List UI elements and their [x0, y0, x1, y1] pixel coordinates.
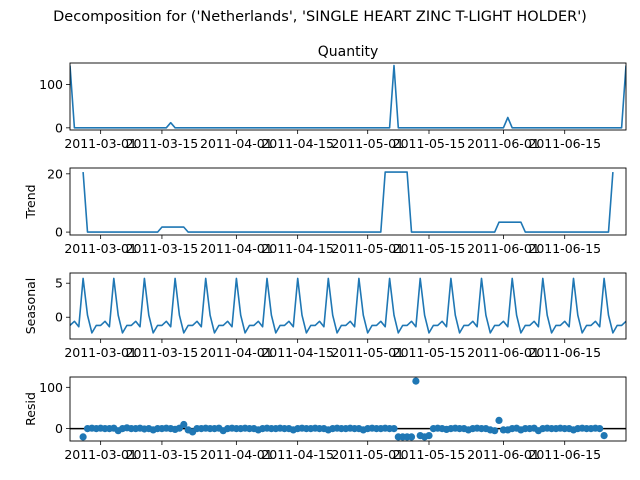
resid-point [79, 433, 87, 441]
x-tick-label: 2011-04-01 [200, 447, 273, 462]
panel-title: Quantity [318, 44, 379, 60]
x-tick-label: 2011-06-01 [467, 136, 540, 151]
x-tick-label: 2011-06-15 [528, 241, 601, 256]
y-tick-label: 20 [47, 166, 63, 181]
y-axis-label: Trend [23, 184, 38, 219]
resid-point [600, 432, 608, 440]
resid-point [495, 416, 503, 424]
x-tick-label: 2011-05-15 [393, 241, 466, 256]
resid-point [425, 432, 433, 440]
resid-point [390, 425, 398, 433]
x-tick-label: 2011-04-01 [200, 345, 273, 360]
x-tick-label: 2011-03-01 [64, 241, 137, 256]
x-tick-label: 2011-05-15 [393, 345, 466, 360]
axes-frame [69, 376, 627, 442]
x-tick-label: 2011-05-01 [331, 241, 404, 256]
y-tick-label: 0 [55, 225, 63, 240]
y-tick-label: 0 [55, 421, 63, 436]
axes-frame [69, 62, 627, 131]
x-tick-label: 2011-05-01 [331, 136, 404, 151]
plot-area [82, 171, 614, 233]
x-tick-label: 2011-04-01 [200, 136, 273, 151]
x-tick-label: 2011-03-15 [126, 447, 199, 462]
x-tick-label: 2011-03-15 [126, 345, 199, 360]
x-tick-label: 2011-04-15 [261, 345, 334, 360]
series-line [70, 64, 626, 129]
y-tick-label: 0 [55, 310, 63, 325]
x-tick-label: 2011-03-01 [64, 447, 137, 462]
y-axis-label: Resid [23, 392, 38, 426]
series-line [82, 171, 614, 233]
y-tick-label: 0 [55, 120, 63, 135]
y-tick-label: 5 [55, 276, 63, 291]
x-tick-label: 2011-05-15 [393, 136, 466, 151]
plot-area [70, 377, 626, 441]
x-tick-label: 2011-05-01 [331, 447, 404, 462]
y-tick-label: 100 [39, 77, 63, 92]
resid-point [491, 427, 499, 435]
x-tick-label: 2011-06-01 [467, 241, 540, 256]
axes-frame [69, 272, 627, 340]
resid-point [407, 433, 416, 441]
x-tick-label: 2011-04-15 [261, 136, 334, 151]
x-tick-label: 2011-06-01 [467, 447, 540, 462]
x-tick-label: 2011-03-01 [64, 136, 137, 151]
x-tick-label: 2011-05-01 [331, 345, 404, 360]
axes-frame [69, 167, 627, 236]
x-tick-label: 2011-06-15 [528, 447, 601, 462]
plot-area [70, 64, 626, 129]
figure-suptitle: Decomposition for ('Netherlands', 'SINGL… [53, 9, 587, 25]
x-tick-label: 2011-06-15 [528, 136, 601, 151]
x-tick-label: 2011-04-01 [200, 241, 273, 256]
resid-point [180, 420, 188, 429]
x-tick-label: 2011-05-15 [393, 447, 466, 462]
x-tick-label: 2011-03-15 [126, 136, 199, 151]
resid-point [596, 425, 604, 433]
x-tick-label: 2011-04-15 [261, 241, 334, 256]
x-tick-label: 2011-04-15 [261, 447, 334, 462]
x-tick-label: 2011-06-15 [528, 345, 601, 360]
x-tick-label: 2011-03-01 [64, 345, 137, 360]
resid-point [412, 377, 420, 385]
x-tick-label: 2011-06-01 [467, 345, 540, 360]
y-tick-label: 100 [39, 380, 63, 395]
x-tick-label: 2011-03-15 [126, 241, 199, 256]
y-axis-label: Seasonal [23, 278, 38, 335]
series-line [70, 277, 626, 334]
plot-area [70, 277, 626, 334]
